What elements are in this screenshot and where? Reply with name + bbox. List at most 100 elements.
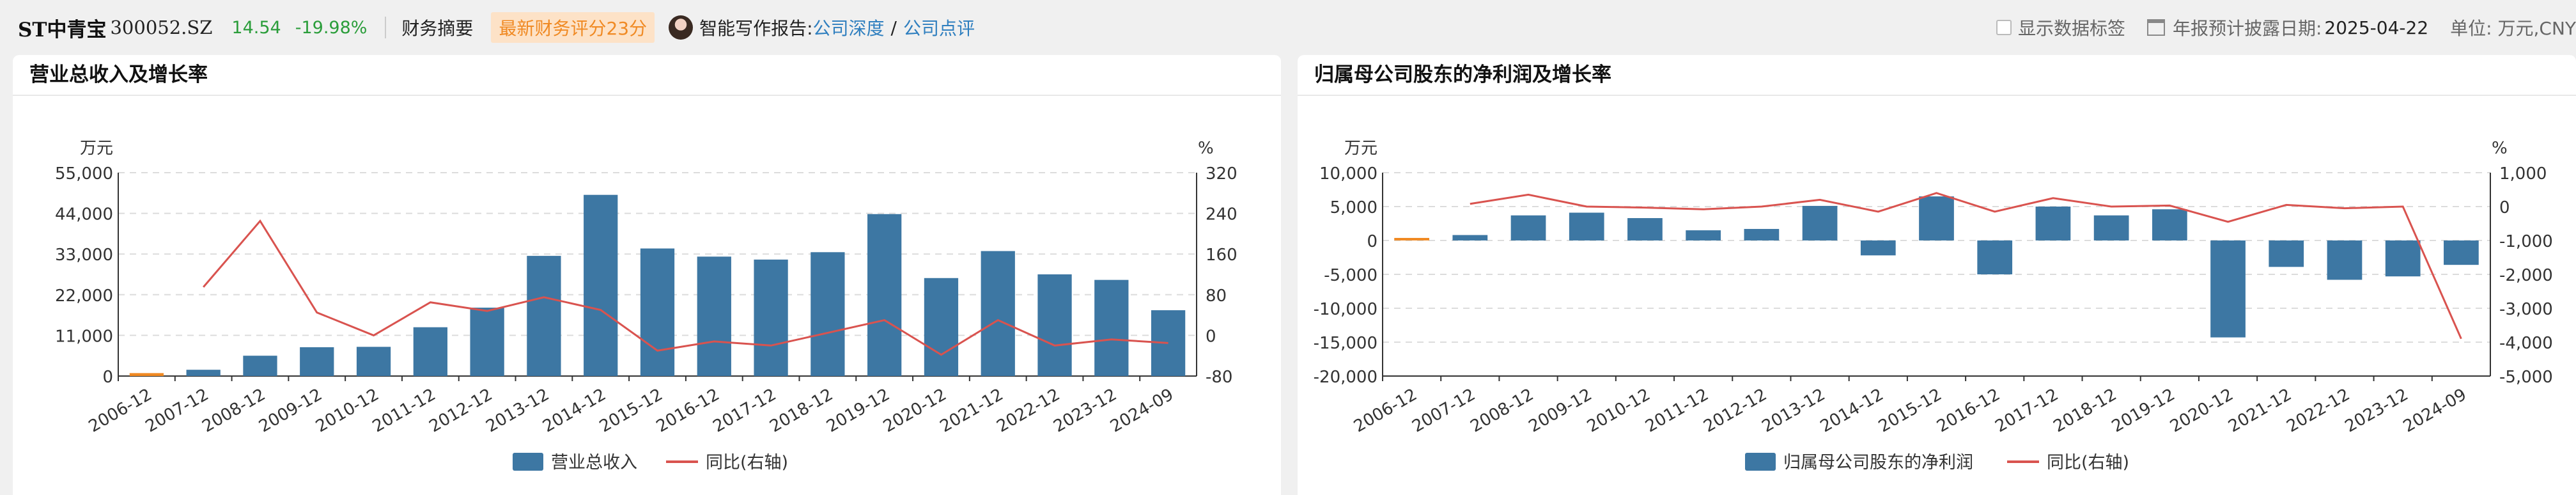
left-axis-tick-label: -5,000 (1324, 266, 1377, 285)
bar (1452, 235, 1488, 240)
link-separator: / (890, 17, 897, 38)
bar (527, 256, 561, 376)
chart-title: 营业总收入及增长率 (29, 63, 208, 86)
left-axis-unit: 万元 (1344, 139, 1377, 158)
x-tick-label: 2009-12 (1526, 385, 1595, 436)
x-tick-label: 2024-09 (1107, 385, 1177, 436)
x-tick-label: 2007-12 (143, 385, 212, 436)
x-tick-label: 2009-12 (256, 385, 325, 436)
x-tick-label: 2022-12 (2283, 385, 2353, 436)
x-tick-label: 2013-12 (1758, 385, 1828, 436)
x-tick-label: 2006-12 (1351, 385, 1420, 436)
bar (811, 252, 845, 376)
left-axis-tick-label: -10,000 (1314, 300, 1377, 319)
bar (2152, 209, 2187, 240)
bar (1037, 274, 1072, 376)
tab-financial-summary[interactable]: 财务摘要 (401, 18, 474, 39)
x-tick-label: 2023-12 (2342, 385, 2412, 436)
title-divider (1298, 95, 2576, 96)
x-tick-label: 2024-09 (2400, 385, 2470, 436)
bar (2269, 240, 2304, 267)
bar (924, 278, 959, 376)
stock-price: 14.54 (231, 17, 281, 38)
title-divider (13, 95, 1281, 96)
bar (697, 256, 731, 376)
bar (356, 347, 391, 376)
bar (243, 356, 277, 376)
show-data-labels-checkbox[interactable] (1996, 20, 2012, 35)
disclosure-date-label: 年报预计披露日期: (2172, 18, 2322, 39)
x-tick-label: 2015-12 (596, 385, 666, 436)
bar (2385, 240, 2421, 277)
header-right-controls: 显示数据标签 年报预计披露日期: 2025-04-22 单位: 万元,CNY (1996, 0, 2576, 55)
x-tick-label: 2006-12 (86, 385, 155, 436)
bar (470, 308, 504, 376)
x-tick-label: 2011-12 (1642, 385, 1712, 436)
bar (867, 214, 902, 376)
stock-header: ST中青宝 300052.SZ 14.54 -19.98% 财务摘要 最新财务评… (0, 0, 2576, 55)
financial-score-badge[interactable]: 最新财务评分23分 (491, 12, 655, 43)
x-tick-label: 2023-12 (1050, 385, 1120, 436)
x-tick-label: 2015-12 (1875, 385, 1945, 436)
bar (186, 370, 221, 376)
right-axis-unit: % (1198, 139, 1214, 158)
x-tick-label: 2019-12 (823, 385, 893, 436)
show-data-labels-label[interactable]: 显示数据标签 (2017, 18, 2125, 39)
right-axis-tick-label: 160 (1206, 246, 1238, 265)
stock-name: ST中青宝 (18, 18, 107, 42)
legend-bar-label: 营业总收入 (551, 453, 637, 473)
bar (2327, 240, 2363, 280)
left-axis-tick-label: -15,000 (1314, 334, 1377, 353)
bar (1977, 240, 2013, 274)
x-tick-label: 2021-12 (2225, 385, 2295, 436)
right-axis-tick-label: -2,000 (2499, 266, 2553, 285)
x-tick-label: 2008-12 (1467, 385, 1537, 436)
revenue-chart-panel: 营业总收入及增长率 0 11,000 22,000 33,000 44,000 55,00… (13, 55, 1281, 495)
chart-title: 归属母公司股东的净利润及增长率 (1314, 63, 1611, 86)
left-axis-unit: 万元 (80, 139, 113, 158)
left-axis-tick-label: 11,000 (55, 327, 113, 346)
right-axis-tick-label: -3,000 (2499, 300, 2553, 319)
legend-bar-swatch (1745, 453, 1776, 471)
right-axis-tick-label: 240 (1206, 205, 1238, 224)
x-tick-label: 2007-12 (1409, 385, 1478, 436)
left-axis-tick-label: 44,000 (55, 205, 113, 224)
unit-label: 单位: 万元,CNY (2450, 18, 2576, 39)
legend-bar-swatch (513, 453, 543, 471)
x-tick-label: 2017-12 (710, 385, 779, 436)
left-axis-tick-label: -20,000 (1314, 368, 1377, 387)
x-tick-label: 2016-12 (1934, 385, 2003, 436)
bar (1860, 240, 1896, 256)
bar (754, 259, 788, 376)
x-tick-label: 2016-12 (653, 385, 723, 436)
right-axis-tick-label: -1,000 (2499, 232, 2553, 251)
x-tick-label: 2010-12 (1584, 385, 1654, 436)
ai-report-label: 智能写作报告: (699, 18, 813, 39)
bar (129, 373, 164, 376)
right-axis-tick-label: -5,000 (2499, 368, 2553, 387)
x-tick-label: 2017-12 (1992, 385, 2061, 436)
company-depth-link[interactable]: 公司深度 (812, 18, 885, 39)
growth-line (1470, 192, 2462, 340)
bar (1394, 238, 1429, 240)
left-axis-tick-label: 5,000 (1330, 198, 1377, 217)
bar (300, 347, 334, 376)
x-tick-label: 2012-12 (1700, 385, 1770, 436)
header-divider (385, 17, 387, 38)
bar (2035, 207, 2071, 240)
bar (1919, 196, 1954, 240)
disclosure-date-value: 2025-04-22 (2324, 17, 2429, 38)
bar (2210, 240, 2246, 338)
x-tick-label: 2011-12 (369, 385, 439, 436)
x-tick-label: 2014-12 (1817, 385, 1887, 436)
stock-change: -19.98% (295, 17, 368, 38)
company-review-link[interactable]: 公司点评 (903, 18, 975, 39)
bar (413, 327, 447, 376)
left-axis-tick-label: 0 (102, 368, 113, 387)
left-axis-tick-label: 55,000 (55, 164, 113, 184)
x-tick-label: 2022-12 (993, 385, 1063, 436)
right-axis-tick-label: 320 (1206, 164, 1238, 184)
right-axis-tick-label: -80 (1206, 368, 1232, 387)
ai-avatar-icon (669, 15, 694, 40)
left-axis-tick-label: 10,000 (1319, 164, 1377, 184)
